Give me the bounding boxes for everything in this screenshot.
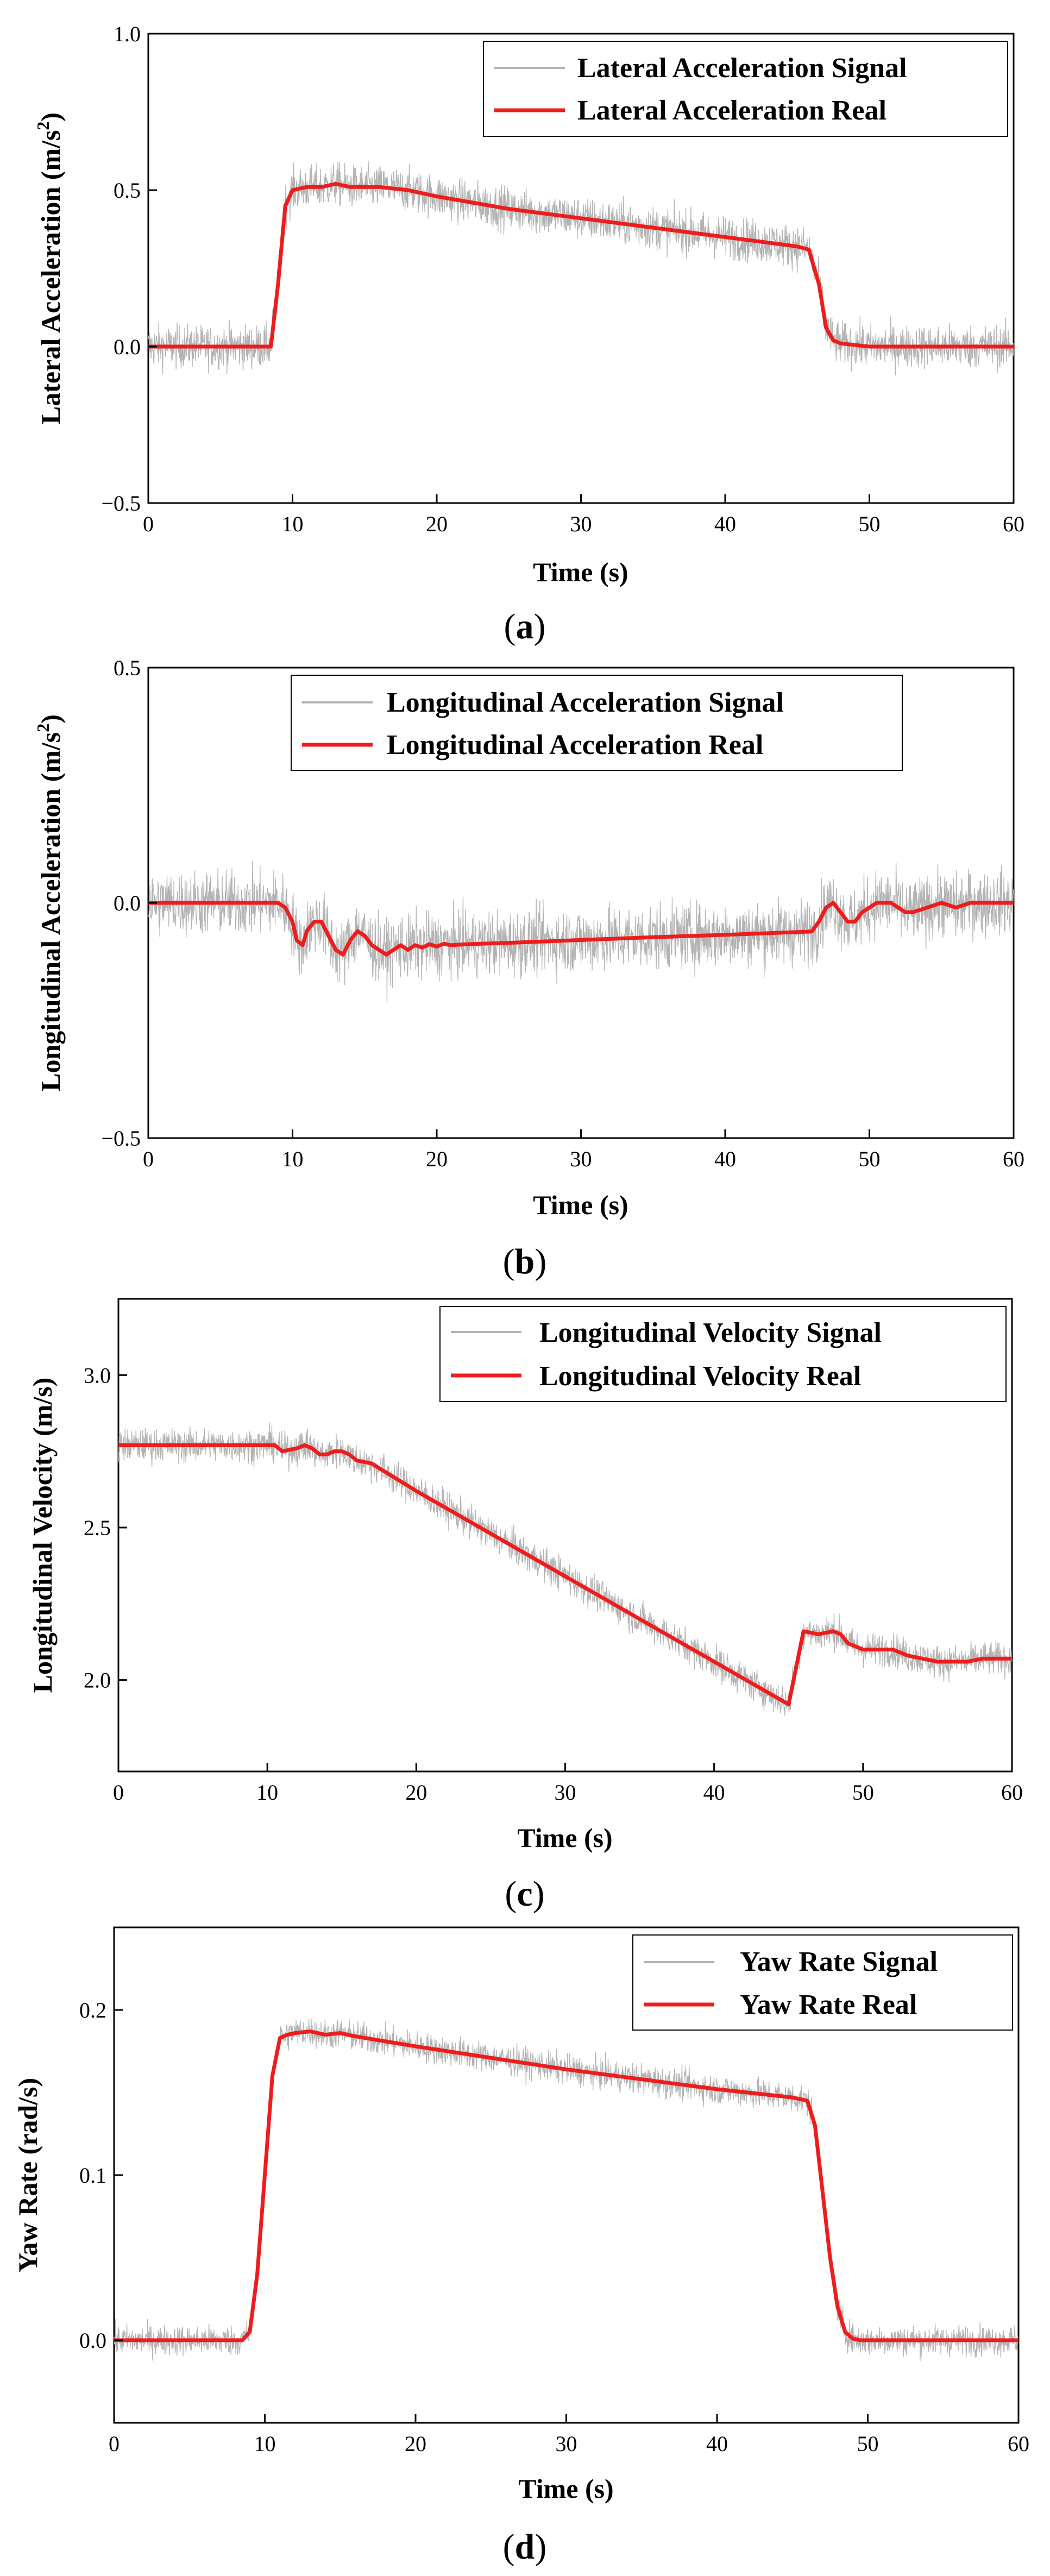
x-axis-label: Time (s) [518, 2473, 613, 2504]
y-axis-label: Lateral Acceleration (m/s2) [33, 112, 66, 424]
x-tick-label: 10 [282, 1147, 304, 1171]
y-axis: 2.0 2.5 3.0 [84, 1363, 127, 1693]
x-tick-label: 60 [1008, 2432, 1029, 2456]
x-tick-label: 20 [405, 1780, 427, 1805]
x-tick-label: 20 [426, 512, 448, 536]
x-axis: 0 10 20 30 40 50 60 [109, 2414, 1029, 2456]
y-tick-label: 0.0 [114, 891, 141, 915]
x-tick-label: 0 [109, 2432, 120, 2456]
legend-label-real: Longitudinal Velocity Real [539, 1361, 861, 1392]
legend-box [439, 1306, 1007, 1402]
x-tick-label: 40 [714, 512, 736, 536]
x-tick-label: 30 [555, 1780, 576, 1805]
x-axis: 0 10 20 30 40 50 60 [113, 1763, 1023, 1805]
x-tick-label: 10 [282, 512, 304, 536]
real-series [118, 1443, 1012, 1706]
y-tick-label: −0.5 [101, 491, 141, 516]
x-tick-label: 60 [1003, 512, 1024, 536]
x-tick-label: 40 [714, 1147, 736, 1171]
real-line [118, 1443, 1012, 1706]
real-line [148, 901, 1014, 957]
legend: Longitudinal Acceleration Signal Longitu… [291, 675, 903, 771]
x-tick-label: 60 [1003, 1147, 1024, 1171]
x-tick-label: 10 [254, 2432, 276, 2456]
y-tick-label: 0.0 [114, 335, 141, 359]
x-axis-label: Time (s) [517, 1823, 612, 1853]
y-tick-label: 2.5 [84, 1516, 111, 1540]
legend-box [632, 1934, 1013, 2031]
panel-a: 0 10 20 30 40 50 60 −0.5 0.0 0.5 1.0 Time (s) Lat… [33, 22, 1024, 646]
x-axis-label: Time (s) [533, 1190, 628, 1220]
y-axis-label: Longitudinal Velocity (m/s) [27, 1378, 58, 1693]
y-tick-label: −0.5 [101, 1126, 141, 1151]
legend: Yaw Rate Signal Yaw Rate Real [632, 1934, 1013, 2031]
panel-label-d: (d) [503, 2527, 547, 2567]
y-axis: −0.5 0.0 0.5 1.0 [101, 22, 157, 516]
panel-label-a: (a) [504, 607, 546, 646]
y-tick-label: 0.2 [79, 1998, 106, 2022]
x-tick-label: 50 [859, 512, 881, 536]
x-tick-label: 10 [256, 1780, 278, 1805]
y-axis: −0.5 0.0 0.5 [101, 656, 157, 1151]
y-tick-label: 3.0 [84, 1363, 111, 1387]
x-tick-label: 40 [706, 2432, 728, 2456]
y-axis-label: Yaw Rate (rad/s) [12, 2078, 43, 2272]
real-line [114, 2030, 1018, 2342]
y-tick-label: 0.5 [114, 178, 141, 203]
y-tick-label: 1.0 [114, 22, 141, 46]
x-tick-label: 60 [1001, 1780, 1023, 1805]
y-axis-label: Longitudinal Acceleration (m/s2) [33, 714, 66, 1091]
x-tick-label: 0 [143, 1147, 154, 1171]
y-axis: 0.0 0.1 0.2 [79, 1998, 123, 2353]
legend-label-signal: Longitudinal Acceleration Signal [387, 687, 784, 718]
x-axis-label: Time (s) [533, 557, 628, 587]
x-tick-label: 30 [570, 1147, 592, 1171]
x-tick-label: 30 [570, 512, 592, 536]
real-series [148, 182, 1014, 349]
panel-d: 0 10 20 30 40 50 60 0.0 0.1 0.2 Time (s) Yaw Rat… [12, 1926, 1029, 2567]
signal-series [118, 1422, 1013, 1716]
x-tick-label: 0 [143, 512, 154, 536]
x-axis: 0 10 20 30 40 50 60 [143, 1129, 1024, 1171]
legend-label-signal: Yaw Rate Signal [740, 1946, 938, 1977]
legend-label-real: Lateral Acceleration Real [577, 95, 886, 126]
x-axis: 0 10 20 30 40 50 60 [143, 494, 1024, 536]
x-tick-label: 40 [703, 1780, 725, 1805]
legend-label-signal: Longitudinal Velocity Signal [539, 1317, 882, 1348]
legend-label-real: Longitudinal Acceleration Real [387, 730, 763, 761]
x-tick-label: 20 [405, 2432, 426, 2456]
legend-label-signal: Lateral Acceleration Signal [577, 53, 907, 84]
panel-label-c: (c) [505, 1874, 544, 1914]
x-tick-label: 30 [556, 2432, 577, 2456]
y-tick-label: 2.0 [84, 1668, 111, 1693]
legend: Lateral Acceleration Signal Lateral Acce… [483, 41, 1008, 137]
x-tick-label: 50 [857, 2432, 879, 2456]
panel-label-b: (b) [503, 1242, 547, 1281]
legend-box [483, 41, 1008, 137]
legend-box [291, 675, 903, 771]
real-line [148, 182, 1014, 349]
real-series [114, 2030, 1018, 2342]
y-tick-label: 0.0 [79, 2328, 106, 2353]
signal-line [118, 1422, 1013, 1716]
panel-b: 0 10 20 30 40 50 60 −0.5 0.0 0.5 Time (s) Longit… [33, 656, 1024, 1281]
panel-c: 0 10 20 30 40 50 60 2.0 2.5 3.0 Time (s) Longitu… [27, 1298, 1023, 1914]
x-tick-label: 50 [859, 1147, 881, 1171]
legend-label-real: Yaw Rate Real [740, 1989, 917, 2020]
signal-line [148, 860, 1014, 1003]
x-tick-label: 0 [113, 1780, 124, 1805]
legend: Longitudinal Velocity Signal Longitudina… [439, 1306, 1007, 1402]
y-tick-label: 0.1 [79, 2163, 106, 2188]
y-tick-label: 0.5 [114, 656, 141, 680]
x-tick-label: 50 [852, 1780, 874, 1805]
real-series [148, 901, 1014, 957]
x-tick-label: 20 [426, 1147, 448, 1171]
signal-series [148, 860, 1014, 1003]
